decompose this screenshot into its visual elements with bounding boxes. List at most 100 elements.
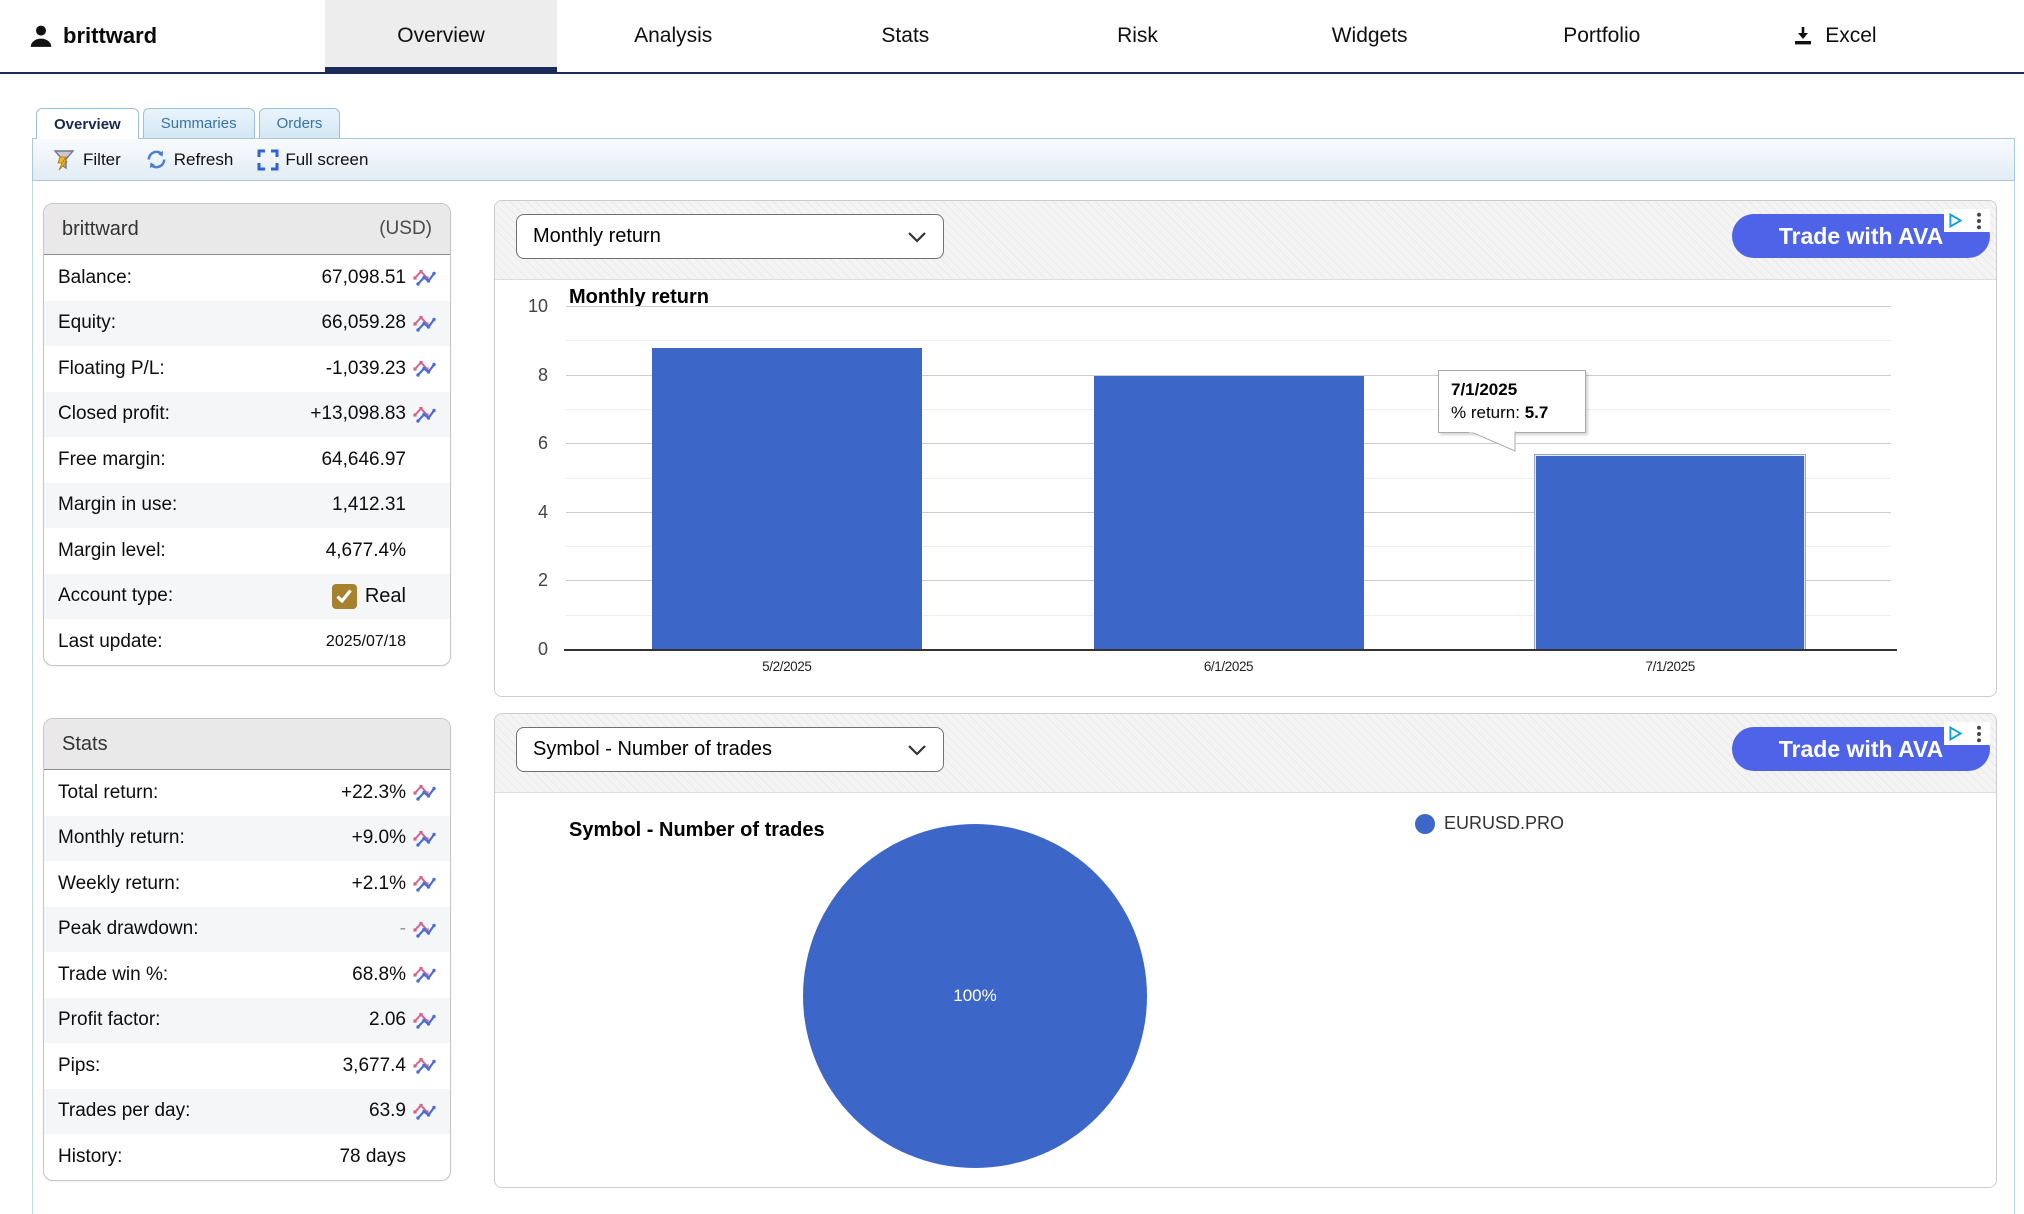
download-icon (1791, 24, 1815, 48)
mini-chart-icon[interactable] (412, 965, 437, 984)
nav-tab-stats[interactable]: Stats (881, 24, 930, 47)
nav-tab-portfolio[interactable]: Portfolio (1563, 24, 1641, 47)
kebab-menu-icon[interactable] (1967, 722, 1990, 745)
y-tick-label: 2 (537, 570, 548, 591)
nav-tab-overview[interactable]: Overview (325, 0, 558, 72)
legend-label: EURUSD.PRO (1444, 813, 1565, 833)
ad-choices-icon[interactable] (1944, 209, 1967, 232)
table-row: Profit factor: 2.06 (44, 997, 450, 1043)
sub-tabs: Overview Summaries Orders (36, 108, 341, 139)
stats-rows: Total return: +22.3% Monthly return: +9.… (44, 770, 450, 1180)
stats-panel-header: Stats (44, 719, 450, 770)
legend-swatch (1415, 813, 1435, 834)
mini-chart-icon[interactable] (412, 405, 437, 424)
mini-chart-icon[interactable] (412, 314, 437, 333)
nav-tab-widgets[interactable]: Widgets (1331, 24, 1408, 47)
mini-chart-icon[interactable] (412, 1102, 437, 1121)
bar-5/2/2025[interactable] (651, 348, 922, 650)
table-row: History: 78 days (58, 1145, 406, 1167)
pie-panel-header: Symbol - Number of trades Trade with AVA (495, 714, 1996, 793)
table-row: Weekly return: +2.1% (44, 861, 450, 907)
pie-chart-title: Symbol - Number of trades (569, 819, 825, 841)
user-icon (28, 23, 54, 49)
bar-6/1/2025[interactable] (1093, 375, 1364, 650)
table-row: Margin level: 4,677.4% (58, 539, 406, 561)
chart-type-select[interactable]: Monthly return (516, 214, 944, 259)
fullscreen-button[interactable]: Full screen (249, 149, 376, 171)
table-row: Total return: +22.3% (44, 770, 450, 816)
symbol-trades-panel: Symbol - Number of trades Trade with AVA… (494, 713, 1997, 1188)
pie-legend[interactable]: EURUSD.PRO (1415, 813, 1564, 834)
nav-tab-analysis[interactable]: Analysis (634, 24, 713, 47)
table-row: Equity: 66,059.28 (44, 300, 450, 346)
account-panel-header: brittward (USD) (44, 204, 450, 255)
nav-tab-excel[interactable]: Excel (1718, 0, 1950, 72)
mini-chart-icon[interactable] (412, 920, 437, 939)
bar-7/1/2025[interactable] (1534, 453, 1807, 651)
real-account-checkbox[interactable] (331, 583, 357, 609)
table-row: Floating P/L: -1,039.23 (44, 346, 450, 392)
bar-plot (564, 306, 1897, 651)
gridline (566, 340, 1891, 342)
pie-chart-area: Symbol - Number of trades 100% EURUSD.PR… (495, 793, 1996, 1187)
table-row: Free margin: 64,646.97 (58, 448, 406, 470)
refresh-icon (145, 148, 168, 171)
subtab-overview[interactable]: Overview (36, 108, 139, 139)
ad-unit: Trade with AVA (1732, 722, 1990, 771)
y-tick-label: 10 (527, 296, 548, 316)
chevron-down-icon (907, 744, 927, 756)
y-tick-label: 8 (537, 364, 548, 385)
pie-circle[interactable] (803, 824, 1147, 1168)
mini-chart-icon[interactable] (412, 268, 437, 287)
account-currency: (USD) (379, 218, 432, 239)
fullscreen-icon (257, 149, 279, 171)
mini-chart-icon[interactable] (412, 874, 437, 893)
filter-icon (53, 149, 77, 171)
y-tick-label: 4 (537, 501, 548, 522)
chart-tooltip: 7/1/2025 % return: 5.7 (1438, 370, 1586, 452)
stats-panel: Stats Total return: +22.3% Monthly retur… (43, 718, 451, 1181)
refresh-button[interactable]: Refresh (137, 148, 242, 171)
mini-chart-icon[interactable] (412, 829, 437, 848)
x-tick-label: 6/1/2025 (1203, 659, 1254, 674)
account-type-value: Real (364, 584, 406, 607)
chart-type-select[interactable]: Symbol - Number of trades (516, 727, 944, 772)
gridline (566, 374, 1891, 376)
subtab-summaries[interactable]: Summaries (142, 108, 255, 138)
table-row: Last update: 2025/07/18 (58, 630, 406, 652)
table-row: Monthly return: +9.0% (44, 815, 450, 861)
table-row-account-type: Account type: Real (44, 573, 450, 619)
table-row: Trade win %: 68.8% (44, 952, 450, 998)
bar-chart-area: Monthly return 0 2 4 6 8 10 5/2/2025 6/1/2025 7… (495, 280, 1996, 696)
ad-unit: Trade with AVA (1732, 209, 1990, 258)
table-row: Peak drawdown: - (44, 906, 450, 952)
user-block: brittward (28, 0, 157, 72)
kebab-menu-icon[interactable] (1967, 209, 1990, 232)
chevron-down-icon (907, 231, 927, 243)
account-panel: brittward (USD) Balance: 67,098.51 Equit… (43, 203, 451, 666)
pie-slice-label: 100% (953, 986, 997, 1005)
x-axis-line (564, 649, 1897, 651)
nav-tab-risk[interactable]: Risk (1117, 24, 1158, 47)
y-tick-label: 0 (537, 639, 548, 659)
mini-chart-icon[interactable] (412, 783, 437, 802)
mini-chart-icon[interactable] (412, 1011, 437, 1030)
mini-chart-icon[interactable] (412, 359, 437, 378)
x-tick-label: 5/2/2025 (762, 659, 812, 674)
y-tick-label: 6 (537, 433, 548, 454)
filter-button[interactable]: Filter (45, 149, 129, 171)
table-row: Trades per day: 63.9 (44, 1088, 450, 1134)
subtab-orders[interactable]: Orders (258, 108, 341, 138)
monthly-return-panel: Monthly return Trade with AVA Monthly re… (494, 200, 1997, 697)
x-tick-label: 7/1/2025 (1645, 659, 1695, 674)
mini-chart-icon[interactable] (412, 1056, 437, 1075)
bar-panel-header: Monthly return Trade with AVA (495, 201, 1996, 280)
account-title: brittward (62, 217, 139, 240)
bar-yaxis: 0 2 4 6 8 10 (495, 280, 557, 696)
ad-choices-icon[interactable] (1944, 722, 1967, 745)
top-navigation: brittward Overview Analysis Stats Risk W… (0, 0, 2024, 74)
account-rows: Balance: 67,098.51 Equity: 66,059.28 Flo… (44, 255, 450, 665)
stats-title: Stats (62, 732, 108, 755)
table-row: Pips: 3,677.4 (44, 1043, 450, 1089)
main-nav: Overview Analysis Stats Risk Widgets Por… (325, 0, 1950, 72)
